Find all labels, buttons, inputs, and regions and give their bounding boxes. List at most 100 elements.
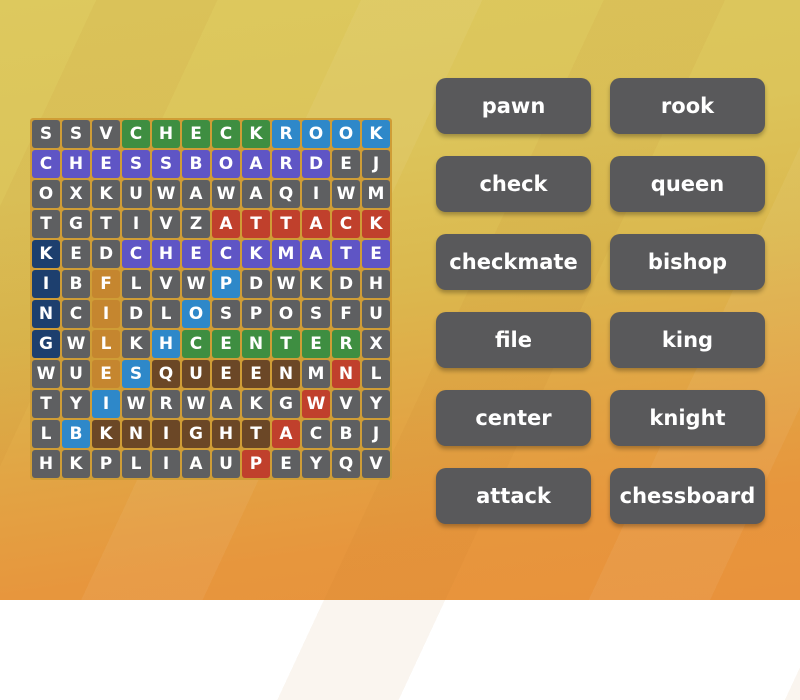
grid-cell-r11c2[interactable]: B [62,420,90,448]
grid-cell-r6c9[interactable]: W [272,270,300,298]
grid-cell-r8c1[interactable]: G [32,330,60,358]
grid-cell-r9c11[interactable]: N [332,360,360,388]
grid-cell-r1c6[interactable]: E [182,120,210,148]
grid-cell-r7c4[interactable]: D [122,300,150,328]
grid-cell-r12c8[interactable]: P [242,450,270,478]
grid-cell-r3c8[interactable]: A [242,180,270,208]
grid-cell-r2c10[interactable]: D [302,150,330,178]
grid-cell-r12c3[interactable]: P [92,450,120,478]
grid-cell-r2c9[interactable]: R [272,150,300,178]
grid-cell-r3c10[interactable]: I [302,180,330,208]
grid-cell-r7c10[interactable]: S [302,300,330,328]
grid-cell-r7c5[interactable]: L [152,300,180,328]
grid-cell-r5c12[interactable]: E [362,240,390,268]
grid-cell-r10c3[interactable]: I [92,390,120,418]
word-button-bishop[interactable]: bishop [610,234,765,290]
grid-cell-r10c10[interactable]: W [302,390,330,418]
grid-cell-r10c8[interactable]: K [242,390,270,418]
grid-cell-r3c4[interactable]: U [122,180,150,208]
grid-cell-r6c8[interactable]: D [242,270,270,298]
grid-cell-r1c9[interactable]: R [272,120,300,148]
grid-cell-r7c9[interactable]: O [272,300,300,328]
grid-cell-r3c1[interactable]: O [32,180,60,208]
grid-cell-r11c7[interactable]: H [212,420,240,448]
grid-cell-r7c6[interactable]: O [182,300,210,328]
word-button-rook[interactable]: rook [610,78,765,134]
grid-cell-r6c5[interactable]: V [152,270,180,298]
grid-cell-r4c7[interactable]: A [212,210,240,238]
grid-cell-r3c11[interactable]: W [332,180,360,208]
grid-cell-r2c2[interactable]: H [62,150,90,178]
grid-cell-r8c4[interactable]: K [122,330,150,358]
word-button-check[interactable]: check [436,156,591,212]
grid-cell-r7c1[interactable]: N [32,300,60,328]
word-button-queen[interactable]: queen [610,156,765,212]
grid-cell-r2c3[interactable]: E [92,150,120,178]
grid-cell-r12c6[interactable]: A [182,450,210,478]
grid-cell-r11c11[interactable]: B [332,420,360,448]
grid-cell-r9c10[interactable]: M [302,360,330,388]
grid-cell-r12c11[interactable]: Q [332,450,360,478]
grid-cell-r8c8[interactable]: N [242,330,270,358]
word-button-chessboard[interactable]: chessboard [610,468,765,524]
grid-cell-r6c2[interactable]: B [62,270,90,298]
grid-cell-r3c3[interactable]: K [92,180,120,208]
grid-cell-r11c3[interactable]: K [92,420,120,448]
grid-cell-r12c5[interactable]: I [152,450,180,478]
grid-cell-r6c11[interactable]: D [332,270,360,298]
grid-cell-r12c9[interactable]: E [272,450,300,478]
word-button-checkmate[interactable]: checkmate [436,234,591,290]
grid-cell-r11c6[interactable]: G [182,420,210,448]
grid-cell-r3c6[interactable]: A [182,180,210,208]
grid-cell-r11c8[interactable]: T [242,420,270,448]
grid-cell-r9c7[interactable]: E [212,360,240,388]
grid-cell-r11c10[interactable]: C [302,420,330,448]
grid-cell-r5c7[interactable]: C [212,240,240,268]
grid-cell-r5c4[interactable]: C [122,240,150,268]
grid-cell-r8c11[interactable]: R [332,330,360,358]
grid-cell-r5c1[interactable]: K [32,240,60,268]
grid-cell-r1c5[interactable]: H [152,120,180,148]
grid-cell-r9c9[interactable]: N [272,360,300,388]
grid-cell-r1c12[interactable]: K [362,120,390,148]
grid-cell-r12c1[interactable]: H [32,450,60,478]
grid-cell-r7c7[interactable]: S [212,300,240,328]
grid-cell-r6c4[interactable]: L [122,270,150,298]
grid-cell-r10c7[interactable]: A [212,390,240,418]
grid-cell-r8c6[interactable]: C [182,330,210,358]
grid-cell-r7c2[interactable]: C [62,300,90,328]
grid-cell-r6c12[interactable]: H [362,270,390,298]
grid-cell-r4c2[interactable]: G [62,210,90,238]
grid-cell-r2c8[interactable]: A [242,150,270,178]
grid-cell-r12c4[interactable]: L [122,450,150,478]
grid-cell-r9c12[interactable]: L [362,360,390,388]
grid-cell-r3c9[interactable]: Q [272,180,300,208]
grid-cell-r7c8[interactable]: P [242,300,270,328]
grid-cell-r2c1[interactable]: C [32,150,60,178]
grid-cell-r10c5[interactable]: R [152,390,180,418]
grid-cell-r8c3[interactable]: L [92,330,120,358]
grid-cell-r6c6[interactable]: W [182,270,210,298]
grid-cell-r12c7[interactable]: U [212,450,240,478]
grid-cell-r9c2[interactable]: U [62,360,90,388]
grid-cell-r9c8[interactable]: E [242,360,270,388]
grid-cell-r8c7[interactable]: E [212,330,240,358]
grid-cell-r7c11[interactable]: F [332,300,360,328]
word-button-attack[interactable]: attack [436,468,591,524]
grid-cell-r2c7[interactable]: O [212,150,240,178]
grid-cell-r4c5[interactable]: V [152,210,180,238]
grid-cell-r2c11[interactable]: E [332,150,360,178]
grid-cell-r5c8[interactable]: K [242,240,270,268]
word-button-pawn[interactable]: pawn [436,78,591,134]
grid-cell-r4c12[interactable]: K [362,210,390,238]
grid-cell-r12c2[interactable]: K [62,450,90,478]
grid-cell-r3c5[interactable]: W [152,180,180,208]
grid-cell-r12c12[interactable]: V [362,450,390,478]
grid-cell-r4c1[interactable]: T [32,210,60,238]
grid-cell-r4c8[interactable]: T [242,210,270,238]
grid-cell-r12c10[interactable]: Y [302,450,330,478]
grid-cell-r6c10[interactable]: K [302,270,330,298]
grid-cell-r11c9[interactable]: A [272,420,300,448]
grid-cell-r10c9[interactable]: G [272,390,300,418]
grid-cell-r10c11[interactable]: V [332,390,360,418]
